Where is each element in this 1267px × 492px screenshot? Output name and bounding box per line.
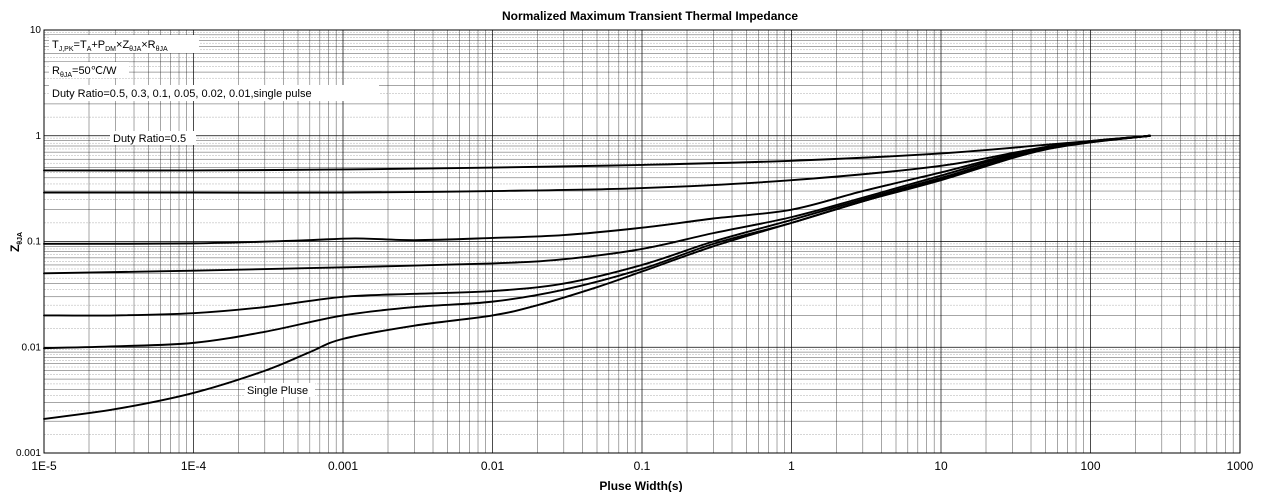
duty-list-annotation: Duty Ratio=0.5, 0.3, 0.1, 0.05, 0.02, 0.…: [52, 88, 312, 100]
single-pulse-label: Single Pluse: [247, 385, 308, 397]
annotations: TJ,PK=TA+PDM×ZθJA×RθJA RθJA=50℃/W Duty R…: [49, 35, 379, 397]
y-tick-label: 1: [35, 131, 41, 142]
x-tick-label: 10: [934, 459, 948, 473]
duty-ratio-label: Duty Ratio=0.5: [113, 133, 186, 145]
y-axis-label-sub: θJA: [17, 232, 24, 245]
series-line-6: [43, 134, 1151, 350]
y-tick-label: 10: [30, 25, 42, 36]
x-tick-label: 1E-5: [31, 459, 57, 473]
series-layer: [43, 134, 1151, 420]
chart-title: Normalized Maximum Transient Thermal Imp…: [502, 9, 798, 23]
series-line-1: [43, 134, 1151, 172]
single-label-bg: [245, 383, 315, 397]
x-tick-label: 100: [1080, 459, 1100, 473]
x-tick-label: 0.1: [634, 459, 651, 473]
y-tick-label: 0.1: [27, 237, 41, 248]
series-line-2: [43, 134, 1151, 194]
x-tick-label: 1000: [1227, 459, 1254, 473]
y-tick-label: 0.01: [22, 342, 42, 353]
series-line-3: [43, 134, 1151, 245]
y-axis-label-text: ZθJA: [8, 232, 24, 252]
x-axis-label: Pluse Width(s): [599, 479, 682, 492]
formula-annotation: TJ,PK=TA+PDM×ZθJA×RθJA: [52, 39, 168, 53]
rja-annotation: RθJA=50℃/W: [52, 65, 117, 79]
series-line-7: [43, 134, 1151, 420]
x-tick-label: 0.01: [481, 459, 505, 473]
duty-label-bg: [110, 131, 196, 145]
x-tick-label: 0.001: [328, 459, 358, 473]
series-line-4: [43, 134, 1151, 275]
y-axis-label-main: Z: [8, 245, 22, 252]
y-axis-label: ZθJA: [8, 232, 24, 252]
formula-bg: [49, 35, 199, 53]
x-tick-label: 1: [788, 459, 795, 473]
rja-bg: [49, 62, 129, 78]
x-tick-label: 1E-4: [181, 459, 207, 473]
duty-list-bg: [49, 85, 379, 101]
series-line-5: [43, 134, 1151, 317]
y-tick-label: 0.001: [16, 448, 41, 459]
plot-frame: [43, 29, 1241, 454]
